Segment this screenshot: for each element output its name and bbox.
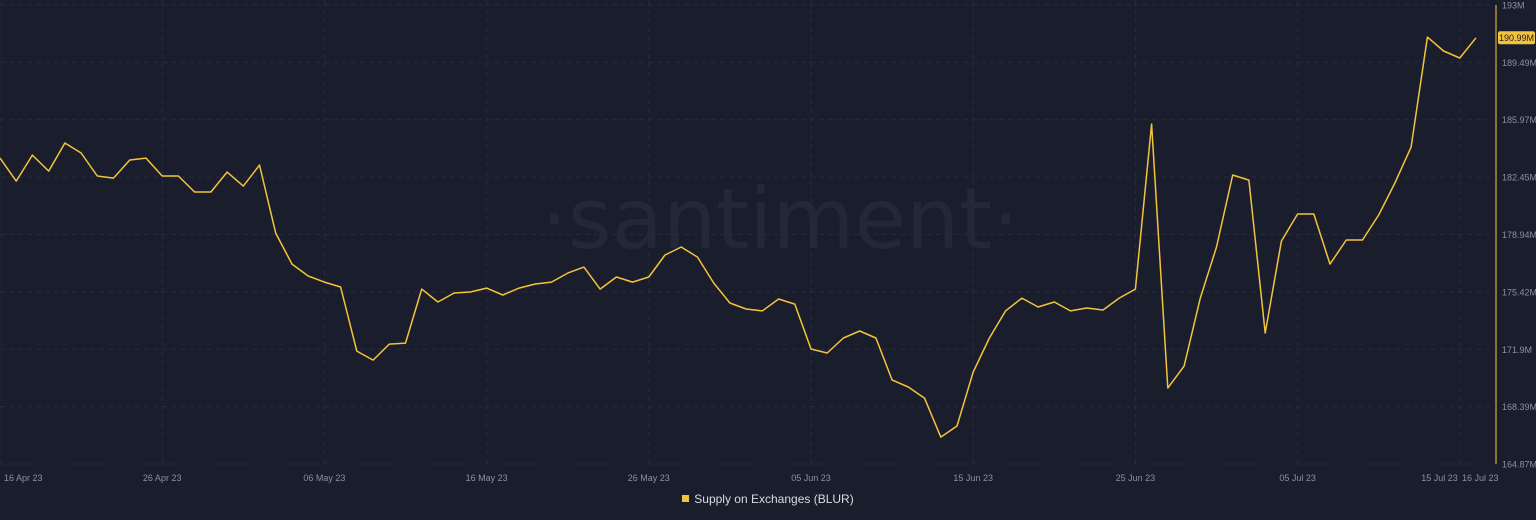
y-tick-label: 185.97M <box>1502 115 1536 125</box>
x-tick-label: 15 Jun 23 <box>953 473 993 483</box>
y-tick-label: 189.49M <box>1502 58 1536 68</box>
x-tick-label: 15 Jul 23 <box>1421 473 1458 483</box>
series-line-supply-on-exchanges <box>0 36 1477 438</box>
last-value-label: 190.99M <box>1499 33 1534 43</box>
y-tick-label: 171.9M <box>1502 345 1532 355</box>
y-tick-label: 178.94M <box>1502 230 1536 240</box>
y-tick-label: 164.87M <box>1502 460 1536 470</box>
x-tick-label: 06 May 23 <box>303 473 345 483</box>
x-tick-label: 16 Apr 23 <box>4 473 43 483</box>
legend-swatch <box>682 495 690 502</box>
last-value-badge: 190.99M <box>1498 31 1535 45</box>
y-tick-label: 168.39M <box>1502 402 1536 412</box>
santiment-watermark: ·santiment· <box>541 170 1019 268</box>
chart-legend[interactable]: Supply on Exchanges (BLUR) <box>0 492 1536 506</box>
x-tick-label: 16 May 23 <box>466 473 508 483</box>
y-tick-label: 175.42M <box>1502 287 1536 297</box>
x-tick-label: 05 Jul 23 <box>1279 473 1316 483</box>
legend-label: Supply on Exchanges (BLUR) <box>694 492 854 506</box>
y-tick-label: 182.45M <box>1502 173 1536 183</box>
x-tick-label: 16 Jul 23 <box>1462 473 1499 483</box>
y-tick-label: 193M <box>1502 1 1525 11</box>
x-tick-label: 26 Apr 23 <box>143 473 182 483</box>
x-tick-label: 25 Jun 23 <box>1116 473 1156 483</box>
x-tick-label: 05 Jun 23 <box>791 473 831 483</box>
x-tick-label: 26 May 23 <box>628 473 670 483</box>
